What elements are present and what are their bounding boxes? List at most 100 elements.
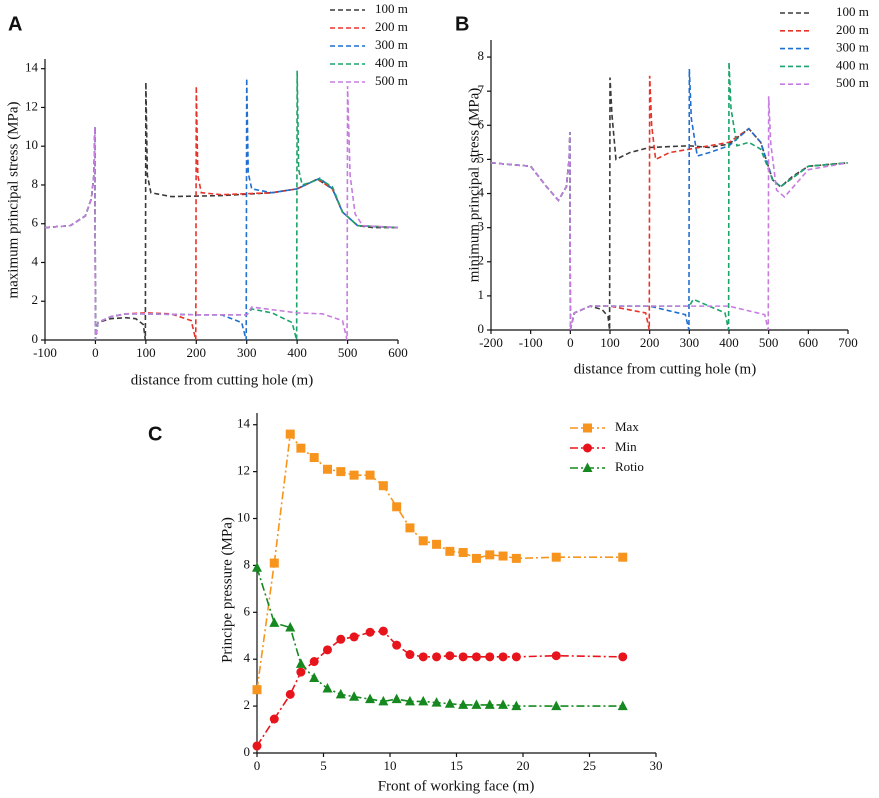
y-tick-label: 8 bbox=[32, 176, 39, 191]
marker bbox=[431, 697, 442, 707]
legend-label: 100 m bbox=[375, 1, 408, 16]
marker bbox=[618, 552, 628, 562]
series-line bbox=[256, 567, 623, 707]
x-axis-label: distance from cutting hole (m) bbox=[131, 372, 313, 388]
marker bbox=[309, 453, 319, 463]
marker bbox=[391, 693, 402, 704]
marker bbox=[309, 657, 319, 667]
marker bbox=[511, 652, 521, 662]
marker bbox=[471, 652, 481, 662]
x-tick-label: 200 bbox=[187, 345, 207, 360]
x-tick-label: 0 bbox=[254, 758, 261, 773]
marker bbox=[252, 741, 262, 751]
marker bbox=[583, 423, 592, 433]
x-axis-label: Front of working face (m) bbox=[378, 778, 535, 794]
series-line bbox=[490, 75, 849, 331]
x-tick-label: 300 bbox=[680, 335, 700, 350]
y-tick-label: 12 bbox=[237, 463, 250, 478]
marker bbox=[432, 652, 442, 662]
marker bbox=[252, 685, 262, 695]
marker bbox=[336, 634, 346, 644]
x-tick-label: 0 bbox=[567, 335, 574, 350]
marker bbox=[432, 539, 442, 549]
marker bbox=[269, 714, 279, 724]
marker bbox=[295, 658, 306, 668]
y-tick-label: 14 bbox=[25, 60, 39, 75]
marker bbox=[551, 700, 562, 711]
y-tick-label: 4 bbox=[32, 253, 39, 268]
marker bbox=[445, 651, 455, 661]
panel-label: C bbox=[148, 423, 162, 445]
series-line bbox=[44, 70, 399, 341]
x-tick-label: 400 bbox=[287, 345, 307, 360]
y-axis-label: minimum principal stress (MPa) bbox=[466, 88, 482, 283]
x-tick-label: 30 bbox=[650, 758, 663, 773]
x-tick-label: 700 bbox=[838, 335, 858, 350]
marker bbox=[484, 699, 495, 709]
legend-label: Min bbox=[615, 439, 637, 454]
marker bbox=[365, 627, 375, 637]
marker bbox=[285, 429, 295, 439]
marker bbox=[296, 443, 306, 453]
marker bbox=[471, 553, 481, 563]
marker bbox=[378, 626, 388, 636]
series-line bbox=[490, 96, 849, 331]
marker bbox=[365, 693, 376, 704]
marker bbox=[285, 689, 295, 699]
y-tick-label: 14 bbox=[237, 416, 251, 431]
legend-label: 400 m bbox=[836, 57, 869, 72]
marker bbox=[511, 553, 521, 563]
legend-label: Max bbox=[615, 419, 639, 434]
marker bbox=[551, 651, 561, 661]
legend-label: Rotio bbox=[615, 459, 644, 474]
x-tick-label: -200 bbox=[479, 335, 503, 350]
x-tick-label: -100 bbox=[33, 345, 57, 360]
marker bbox=[322, 464, 332, 474]
marker bbox=[583, 443, 592, 453]
marker bbox=[269, 617, 280, 627]
y-tick-label: 6 bbox=[32, 215, 39, 230]
y-tick-label: 10 bbox=[237, 510, 250, 525]
marker bbox=[458, 699, 469, 709]
marker bbox=[485, 652, 495, 662]
y-tick-label: 10 bbox=[25, 137, 38, 152]
marker bbox=[511, 700, 522, 711]
y-tick-label: 7 bbox=[478, 82, 485, 97]
panel-label: B bbox=[455, 13, 469, 35]
series-line bbox=[490, 62, 849, 331]
legend-label: 200 m bbox=[836, 22, 869, 37]
series-line bbox=[44, 86, 399, 341]
marker bbox=[617, 700, 628, 711]
marker bbox=[404, 695, 415, 706]
legend-label: 500 m bbox=[836, 75, 869, 90]
x-tick-label: 500 bbox=[338, 345, 358, 360]
legend-label: 300 m bbox=[375, 37, 408, 52]
marker bbox=[269, 558, 279, 568]
x-tick-label: 0 bbox=[92, 345, 99, 360]
series-line bbox=[256, 432, 623, 690]
marker bbox=[349, 691, 360, 701]
y-tick-label: 2 bbox=[32, 292, 39, 307]
marker bbox=[378, 481, 388, 491]
marker bbox=[296, 667, 306, 677]
marker bbox=[335, 688, 346, 699]
marker bbox=[336, 467, 346, 477]
legend-label: 300 m bbox=[836, 40, 869, 55]
y-axis-label: Principe pressure (MPa) bbox=[219, 517, 235, 663]
marker bbox=[349, 632, 359, 642]
x-tick-label: 600 bbox=[388, 345, 408, 360]
y-axis-label: maximum principal stress (MPa) bbox=[5, 101, 21, 298]
y-tick-label: 6 bbox=[244, 603, 251, 618]
marker bbox=[378, 695, 389, 706]
legend-label: 400 m bbox=[375, 55, 408, 70]
marker bbox=[392, 502, 402, 512]
marker bbox=[349, 470, 359, 480]
series-line bbox=[44, 86, 399, 341]
series-line bbox=[490, 77, 849, 331]
y-tick-label: 4 bbox=[478, 185, 485, 200]
x-tick-label: 20 bbox=[517, 758, 530, 773]
x-tick-label: 15 bbox=[450, 758, 463, 773]
y-tick-label: 8 bbox=[244, 556, 251, 571]
x-tick-label: 100 bbox=[136, 345, 156, 360]
legend-label: 100 m bbox=[836, 4, 869, 19]
